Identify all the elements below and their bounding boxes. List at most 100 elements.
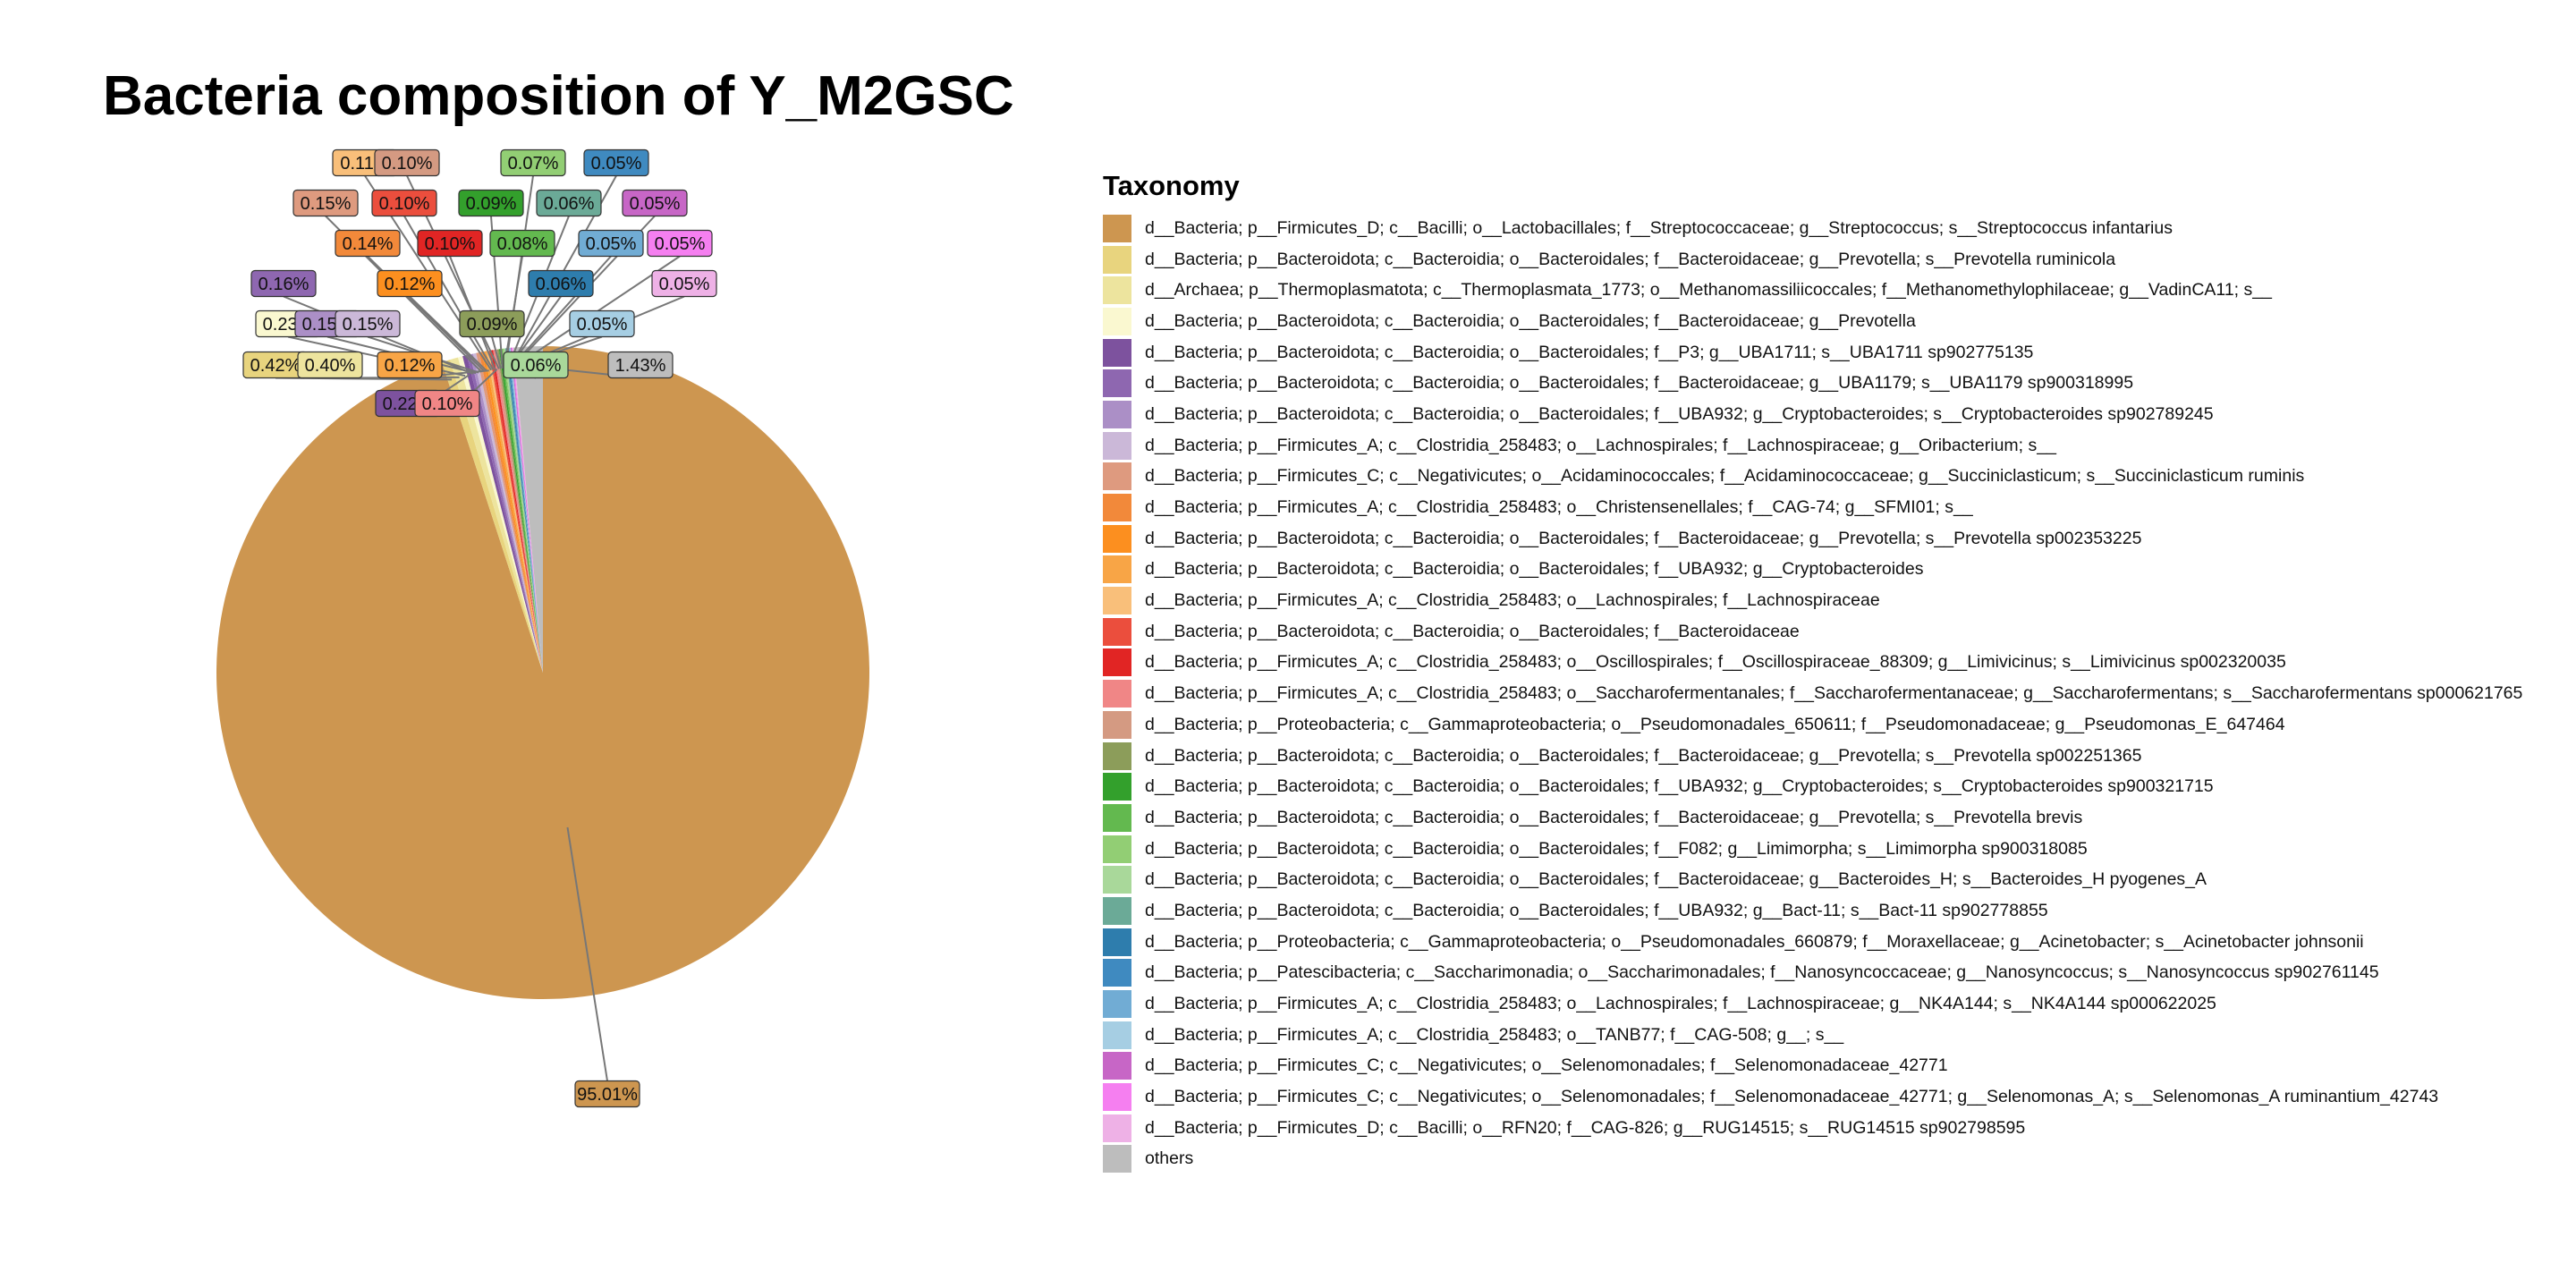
legend-swatch xyxy=(1103,245,1131,274)
slice-label-text: 0.10% xyxy=(382,154,433,174)
pie-slice xyxy=(481,351,543,673)
legend-swatch xyxy=(1103,866,1131,894)
slice-label: 0.05% xyxy=(578,229,644,258)
legend-swatch xyxy=(1103,710,1131,739)
legend-label: d__Bacteria; p__Bacteroidota; c__Bactero… xyxy=(1145,807,2083,827)
slice-label-text: 0.05% xyxy=(630,194,681,214)
slice-label-box xyxy=(459,309,525,338)
legend-label: d__Bacteria; p__Firmicutes_C; c__Negativ… xyxy=(1145,466,2305,487)
slice-label: 0.10% xyxy=(374,148,440,177)
legend-label: d__Bacteria; p__Bacteroidota; c__Bactero… xyxy=(1145,528,2142,548)
legend-item: d__Bacteria; p__Bacteroidota; c__Bactero… xyxy=(1103,337,2522,369)
slice-label: 0.12% xyxy=(377,269,443,298)
pie-slice xyxy=(488,350,543,673)
legend-swatch xyxy=(1103,1021,1131,1049)
legend-item: d__Bacteria; p__Firmicutes_A; c__Clostri… xyxy=(1103,492,2522,523)
legend-swatch xyxy=(1103,741,1131,770)
legend-label: d__Bacteria; p__Bacteroidota; c__Bactero… xyxy=(1145,342,2034,362)
legend-item: d__Bacteria; p__Firmicutes_C; c__Negativ… xyxy=(1103,1051,2522,1082)
legend-item: d__Bacteria; p__Firmicutes_C; c__Negativ… xyxy=(1103,1081,2522,1113)
pie-slice xyxy=(513,347,543,673)
slice-label-box xyxy=(414,389,480,418)
slice-label: 0.10% xyxy=(417,229,483,258)
pie-slice xyxy=(491,350,543,673)
slice-label: 0.10% xyxy=(371,189,437,217)
legend-items: d__Bacteria; p__Firmicutes_D; c__Bacilli… xyxy=(1103,213,2522,1174)
legend: Taxonomy d__Bacteria; p__Firmicutes_D; c… xyxy=(1103,170,2522,1174)
legend-swatch xyxy=(1103,680,1131,708)
pie-slice xyxy=(511,347,543,673)
slice-label-box xyxy=(574,1080,640,1108)
slice-label-text: 0.06% xyxy=(511,356,562,376)
slice-label-text: 0.05% xyxy=(591,154,642,174)
leader-line xyxy=(510,255,612,369)
legend-label: d__Bacteria; p__Bacteroidota; c__Bactero… xyxy=(1145,900,2048,920)
legend-item: d__Bacteria; p__Bacteroidota; c__Bactero… xyxy=(1103,741,2522,772)
slice-label: 0.05% xyxy=(651,269,717,298)
legend-item: d__Bacteria; p__Bacteroidota; c__Bactero… xyxy=(1103,771,2522,802)
pie-slice xyxy=(493,349,543,673)
pie-slices xyxy=(216,346,870,999)
legend-swatch xyxy=(1103,369,1131,398)
slice-label: 0.09% xyxy=(458,189,524,217)
chart-title: Bacteria composition of Y_M2GSC xyxy=(103,65,1014,127)
slice-label: 0.42% xyxy=(242,351,309,379)
slice-label-box xyxy=(335,309,401,338)
slice-label-text: 0.10% xyxy=(379,194,430,214)
slice-label: 0.05% xyxy=(569,309,635,338)
slice-label: 0.05% xyxy=(647,229,713,258)
legend-item: d__Bacteria; p__Bacteroidota; c__Bactero… xyxy=(1103,306,2522,337)
slice-label-text: 1.43% xyxy=(615,356,666,376)
legend-swatch xyxy=(1103,587,1131,615)
legend-swatch xyxy=(1103,431,1131,460)
slice-label-text: 0.05% xyxy=(577,315,628,335)
legend-swatch xyxy=(1103,1083,1131,1112)
pie-slice xyxy=(506,348,543,673)
legend-label: d__Bacteria; p__Firmicutes_C; c__Negativ… xyxy=(1145,1055,1948,1076)
pie-slice xyxy=(479,352,543,673)
slice-label-text: 0.05% xyxy=(659,275,710,294)
slice-label-box xyxy=(651,269,717,298)
slice-label-text: 0.15% xyxy=(301,194,352,214)
slice-label-box xyxy=(297,351,363,379)
slice-label-box xyxy=(335,229,401,258)
legend-swatch xyxy=(1103,462,1131,491)
legend-item: d__Bacteria; p__Proteobacteria; c__Gamma… xyxy=(1103,927,2522,958)
slice-label-box xyxy=(528,269,594,298)
leader-line xyxy=(566,826,608,1081)
legend-item: d__Bacteria; p__Bacteroidota; c__Bactero… xyxy=(1103,834,2522,865)
pie-slice xyxy=(487,351,543,673)
pie-slice xyxy=(513,346,543,673)
slice-label-box xyxy=(536,189,602,217)
legend-label: d__Bacteria; p__Firmicutes_A; c__Clostri… xyxy=(1145,590,1880,611)
slice-label-text: 0.15% xyxy=(343,315,394,335)
legend-swatch xyxy=(1103,1114,1131,1142)
pie-slice xyxy=(470,353,543,673)
legend-label: d__Bacteria; p__Bacteroidota; c__Bactero… xyxy=(1145,621,1800,641)
slice-label-box xyxy=(374,148,440,177)
slice-label: 95.01% xyxy=(574,1080,640,1108)
legend-swatch xyxy=(1103,959,1131,987)
legend-item: d__Bacteria; p__Bacteroidota; c__Bactero… xyxy=(1103,523,2522,555)
legend-item: d__Bacteria; p__Firmicutes_A; c__Clostri… xyxy=(1103,648,2522,679)
legend-swatch xyxy=(1103,555,1131,584)
slice-label: 0.05% xyxy=(622,189,688,217)
legend-item: d__Bacteria; p__Firmicutes_A; c__Clostri… xyxy=(1103,988,2522,1020)
legend-label: d__Bacteria; p__Proteobacteria; c__Gamma… xyxy=(1145,931,2364,952)
slice-label: 0.15% xyxy=(335,309,401,338)
legend-swatch xyxy=(1103,1145,1131,1174)
legend-label: d__Bacteria; p__Firmicutes_A; c__Clostri… xyxy=(1145,497,1973,518)
legend-label: d__Bacteria; p__Bacteroidota; c__Bactero… xyxy=(1145,745,2142,766)
legend-swatch xyxy=(1103,214,1131,242)
legend-label: d__Bacteria; p__Proteobacteria; c__Gamma… xyxy=(1145,714,2285,734)
slice-label-text: 0.42% xyxy=(250,356,301,376)
pie-slice xyxy=(484,351,543,673)
slice-label-text: 0.05% xyxy=(655,234,706,254)
legend-label: d__Bacteria; p__Firmicutes_A; c__Clostri… xyxy=(1145,435,2056,455)
legend-swatch xyxy=(1103,648,1131,677)
pie-slice xyxy=(496,349,543,673)
pie-slice xyxy=(510,347,543,673)
slice-label-box xyxy=(647,229,713,258)
legend-item: others xyxy=(1103,1144,2522,1175)
slice-label-text: 0.10% xyxy=(422,394,473,414)
